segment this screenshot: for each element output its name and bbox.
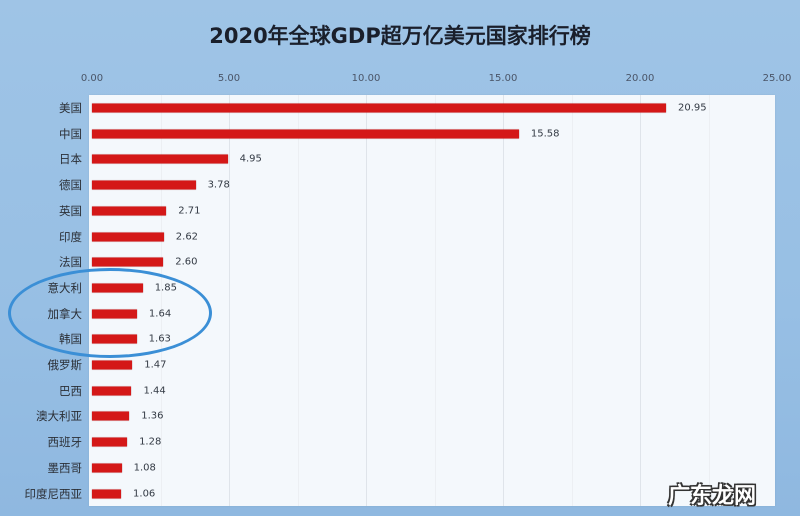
gridline — [297, 95, 299, 506]
value-label: 2.71 — [178, 205, 201, 217]
bar — [92, 489, 122, 498]
category-label: 印度尼西亚 — [24, 486, 83, 501]
category-label: 印度 — [59, 229, 82, 244]
value-label: 2.62 — [175, 231, 199, 242]
bar — [92, 437, 128, 447]
category-label: 俄罗斯 — [47, 358, 83, 372]
x-tick-label: 10.00 — [351, 73, 381, 84]
bar — [92, 206, 167, 216]
x-tick-label: 0.00 — [80, 73, 104, 84]
gridline — [434, 95, 436, 506]
gridline — [640, 95, 641, 506]
category-label: 西班牙 — [47, 435, 83, 450]
category-label: 澳大利亚 — [36, 409, 82, 424]
bar — [92, 257, 164, 267]
value-label: 20.95 — [678, 102, 707, 114]
value-label: 1.36 — [141, 410, 164, 422]
category-label: 墨西哥 — [47, 460, 83, 475]
gridline — [366, 95, 367, 506]
category-label: 法国 — [59, 255, 82, 270]
value-label: 3.78 — [207, 179, 230, 191]
category-label: 巴西 — [59, 383, 82, 398]
gridline — [571, 95, 573, 506]
x-tick-label: 5.00 — [217, 73, 241, 84]
gridline — [503, 95, 504, 506]
bar — [92, 360, 133, 370]
x-tick-label: 20.00 — [625, 73, 655, 84]
value-label: 1.06 — [133, 488, 156, 499]
x-tick-label: 15.00 — [488, 73, 518, 84]
value-label: 15.58 — [530, 128, 560, 140]
bar — [92, 463, 122, 473]
chart-title: 2020年全球GDP超万亿美元国家排行榜 — [209, 24, 591, 48]
watermark: 广东龙网 — [668, 484, 757, 509]
bar — [92, 180, 196, 190]
bar — [92, 103, 667, 113]
gridline — [229, 95, 230, 506]
gridline — [708, 95, 710, 506]
value-label: 1.28 — [139, 436, 162, 448]
value-label: 1.08 — [133, 462, 156, 474]
bar — [92, 154, 228, 164]
x-tick-label: 25.00 — [762, 73, 792, 84]
value-label: 2.60 — [175, 256, 198, 268]
category-label: 英国 — [59, 203, 82, 218]
value-label: 1.47 — [144, 359, 167, 371]
category-label: 美国 — [59, 101, 82, 115]
bar — [92, 129, 519, 139]
bar — [92, 411, 130, 421]
bar — [92, 386, 132, 396]
value-label: 4.95 — [239, 153, 262, 165]
category-label: 中国 — [59, 126, 82, 141]
value-label: 1.44 — [143, 385, 166, 397]
highlight-ellipse — [8, 268, 212, 358]
category-label: 德国 — [59, 178, 82, 193]
bar — [92, 232, 164, 241]
category-label: 日本 — [59, 152, 82, 167]
